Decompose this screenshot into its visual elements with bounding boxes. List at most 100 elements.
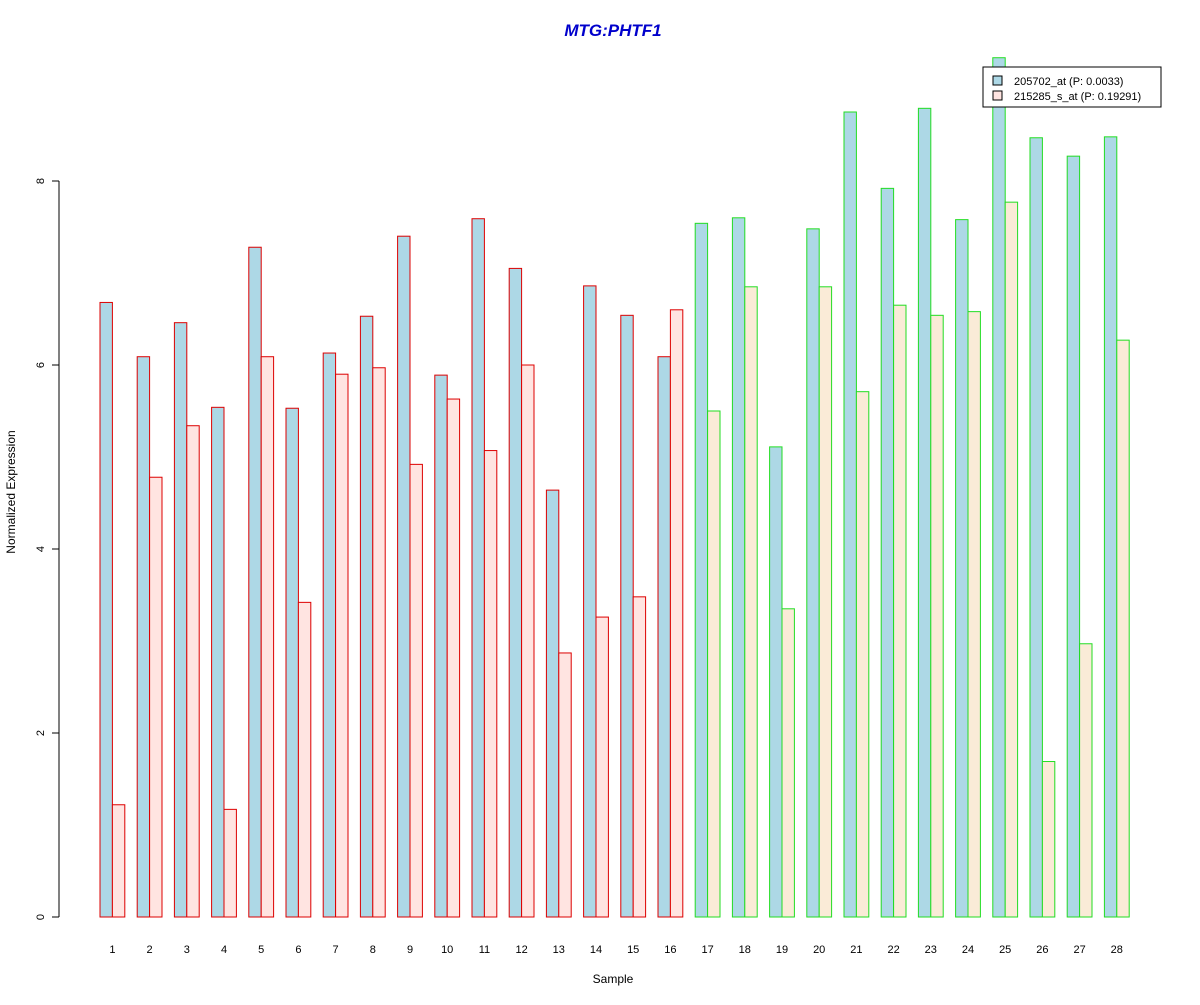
bar-215285_s_at bbox=[1116, 339, 1130, 918]
bar-205702_at bbox=[322, 352, 337, 918]
x-tick-label: 19 bbox=[776, 944, 788, 956]
y-tick-label: 2 bbox=[35, 730, 47, 736]
bar-205702_at bbox=[694, 222, 709, 918]
bar-215285_s_at bbox=[595, 616, 609, 918]
bar-215285_s_at bbox=[186, 425, 200, 918]
x-tick-label: 24 bbox=[962, 944, 974, 956]
bar-215285_s_at bbox=[1004, 201, 1019, 918]
bar-205702_at bbox=[620, 314, 634, 918]
y-axis: 0 2 4 6 8 bbox=[35, 178, 60, 920]
x-tick-label: 12 bbox=[515, 944, 527, 956]
bar-205702_at bbox=[992, 57, 1006, 918]
x-axis-label: Sample bbox=[593, 972, 634, 986]
bar-215285_s_at bbox=[483, 450, 498, 918]
bar-215285_s_at bbox=[558, 652, 572, 918]
bar-215285_s_at bbox=[372, 367, 386, 918]
bar-215285_s_at bbox=[1041, 761, 1056, 918]
legend-swatch-205702_at bbox=[992, 75, 1003, 86]
legend-box bbox=[982, 66, 1162, 108]
bar-205702_at bbox=[843, 111, 857, 918]
x-tick-labels: 1 2 3 4 5 6 7 8 9 10 11 12 13 14 15 16 17 18 19 20 21 22 23 24 2… bbox=[109, 944, 1123, 956]
bar-215285_s_at bbox=[446, 398, 461, 918]
x-tick-label: 17 bbox=[701, 944, 713, 956]
x-tick-label: 1 bbox=[109, 944, 115, 956]
x-tick-label: 21 bbox=[850, 944, 862, 956]
bar-205702_at bbox=[248, 246, 262, 918]
bar-205702_at bbox=[1066, 155, 1081, 918]
bar-205702_at bbox=[508, 267, 523, 918]
x-tick-label: 18 bbox=[739, 944, 751, 956]
bar-215285_s_at bbox=[855, 391, 870, 918]
x-tick-label: 9 bbox=[407, 944, 413, 956]
bar-215285_s_at bbox=[632, 596, 647, 918]
bar-205702_at bbox=[359, 315, 374, 918]
bar-205702_at bbox=[545, 489, 560, 918]
bar-205702_at bbox=[917, 107, 932, 918]
x-tick-label: 8 bbox=[370, 944, 376, 956]
x-tick-label: 2 bbox=[147, 944, 153, 956]
bar-215285_s_at bbox=[223, 808, 237, 918]
bar-205702_at bbox=[173, 322, 188, 918]
bar-215285_s_at bbox=[149, 476, 163, 918]
x-tick-label: 3 bbox=[184, 944, 190, 956]
bar-215285_s_at bbox=[335, 373, 349, 918]
bar-205702_at bbox=[769, 446, 783, 918]
x-tick-label: 14 bbox=[590, 944, 602, 956]
bar-205702_at bbox=[657, 356, 671, 918]
bar-215285_s_at bbox=[409, 463, 423, 918]
legend-swatch-215285_s_at bbox=[992, 90, 1003, 101]
bar-205702_at bbox=[731, 217, 746, 918]
bar-205702_at bbox=[806, 228, 820, 918]
bar-215285_s_at bbox=[297, 601, 312, 918]
bar-215285_s_at bbox=[818, 286, 833, 918]
bar-205702_at bbox=[285, 407, 299, 918]
bar-215285_s_at bbox=[1079, 643, 1093, 918]
bar-215285_s_at bbox=[893, 304, 907, 918]
x-tick-label: 7 bbox=[333, 944, 339, 956]
bar-205702_at bbox=[136, 356, 151, 918]
bars bbox=[99, 57, 1130, 918]
bar-205702_at bbox=[1103, 136, 1118, 918]
bar-215285_s_at bbox=[707, 410, 721, 918]
x-tick-label: 11 bbox=[479, 944, 490, 956]
x-tick-label: 6 bbox=[295, 944, 301, 956]
bar-205702_at bbox=[99, 301, 113, 918]
bar-215285_s_at bbox=[967, 311, 981, 918]
x-tick-label: 15 bbox=[627, 944, 639, 956]
bar-205702_at bbox=[880, 187, 895, 918]
bar-215285_s_at bbox=[669, 309, 684, 918]
y-tick-label: 6 bbox=[35, 362, 47, 368]
x-tick-label: 10 bbox=[441, 944, 453, 956]
legend-label-205702_at: 205702_at (P: 0.0033) bbox=[1014, 76, 1123, 88]
bar-205702_at bbox=[211, 406, 225, 918]
bar-205702_at bbox=[583, 285, 597, 918]
y-tick-label: 4 bbox=[35, 546, 47, 552]
bar-205702_at bbox=[471, 218, 485, 918]
bar-205702_at bbox=[1029, 137, 1043, 918]
x-tick-label: 28 bbox=[1111, 944, 1123, 956]
y-tick-label: 0 bbox=[35, 914, 47, 920]
x-tick-label: 22 bbox=[887, 944, 899, 956]
y-axis-label: Normalized Expression bbox=[4, 430, 18, 553]
y-tick-label: 8 bbox=[35, 178, 47, 184]
x-tick-label: 26 bbox=[1036, 944, 1048, 956]
x-tick-label: 5 bbox=[258, 944, 264, 956]
bar-215285_s_at bbox=[781, 608, 795, 918]
bar-205702_at bbox=[434, 374, 448, 918]
x-tick-label: 4 bbox=[221, 944, 227, 956]
x-tick-label: 27 bbox=[1073, 944, 1085, 956]
bar-215285_s_at bbox=[111, 804, 126, 918]
x-tick-label: 13 bbox=[553, 944, 565, 956]
x-tick-label: 20 bbox=[813, 944, 825, 956]
legend-label-215285_s_at: 215285_s_at (P: 0.19291) bbox=[1014, 91, 1141, 103]
legend: 205702_at (P: 0.0033) 215285_s_at (P: 0.1… bbox=[982, 66, 1162, 108]
x-tick-label: 16 bbox=[664, 944, 676, 956]
x-tick-label: 25 bbox=[999, 944, 1011, 956]
bar-215285_s_at bbox=[930, 314, 944, 918]
x-tick-label: 23 bbox=[925, 944, 937, 956]
bar-205702_at bbox=[955, 219, 969, 918]
bar-215285_s_at bbox=[744, 286, 758, 918]
bar-205702_at bbox=[397, 235, 411, 918]
